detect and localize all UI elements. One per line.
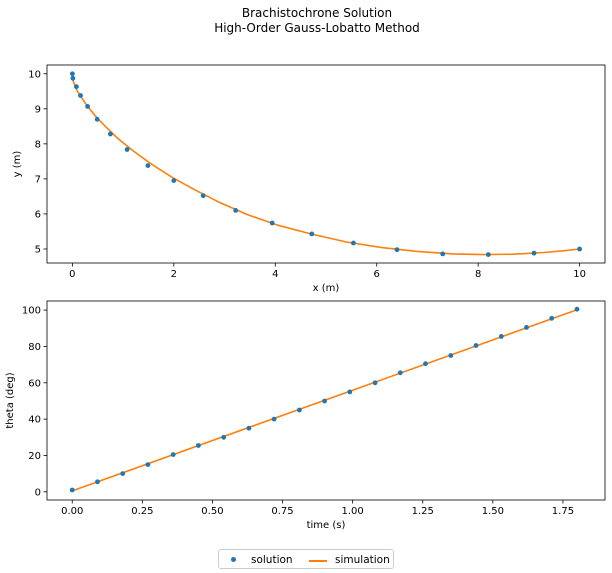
solution-point bbox=[120, 471, 126, 476]
x-tick-label: 1.25 bbox=[412, 506, 434, 517]
solution-point bbox=[78, 93, 83, 98]
solution-point bbox=[271, 416, 277, 422]
axes-frame bbox=[46, 64, 606, 264]
x-tick-label: 10 bbox=[573, 269, 586, 280]
x-tick-label: 0.75 bbox=[271, 506, 293, 517]
y-tick-label: 100 bbox=[22, 306, 41, 317]
solution-point bbox=[70, 71, 75, 77]
solution-point bbox=[524, 325, 529, 330]
solution-point bbox=[577, 246, 582, 252]
y-tick-label: 7 bbox=[35, 174, 41, 185]
theta-plot: 0.00 0.25 0.50 0.75 1.00 1.25 1.50 1.75 0 20 40 60 8… bbox=[5, 300, 606, 531]
solution-point bbox=[347, 389, 353, 395]
x-tick-label: 0 bbox=[69, 269, 75, 280]
x-tick-label: 1.75 bbox=[552, 506, 574, 517]
solution-point bbox=[108, 131, 113, 137]
solution-point bbox=[233, 208, 239, 213]
x-tick-label: 1.50 bbox=[482, 506, 504, 517]
y-tick-label: 20 bbox=[28, 451, 41, 462]
solution-point bbox=[440, 251, 446, 257]
figure-title-line-2: High-Order Gauss-Lobatto Method bbox=[214, 21, 420, 35]
solution-marker-icon bbox=[231, 557, 236, 562]
x-axis-label: time (s) bbox=[307, 520, 346, 531]
legend-label-simulation: simulation bbox=[335, 554, 390, 566]
y-tick-label: 10 bbox=[28, 69, 41, 80]
solution-point bbox=[394, 247, 400, 253]
solution-point bbox=[145, 163, 151, 169]
solution-point bbox=[485, 252, 491, 257]
x-tick-label: 0.00 bbox=[61, 506, 83, 517]
y-tick-label: 8 bbox=[35, 139, 41, 150]
x-tick-label: 8 bbox=[475, 269, 481, 280]
y-tick-label: 40 bbox=[28, 415, 41, 426]
x-tick-label: 0.50 bbox=[201, 506, 223, 517]
x-axis-label: x (m) bbox=[313, 283, 340, 294]
solution-point bbox=[372, 380, 378, 386]
solution-point bbox=[124, 147, 130, 152]
y-tick-label: 80 bbox=[28, 342, 41, 353]
y-axis-label: y (m) bbox=[12, 151, 23, 178]
solution-point bbox=[309, 231, 315, 237]
x-tick-label: 0.25 bbox=[131, 506, 153, 517]
y-tick-label: 60 bbox=[28, 378, 41, 389]
solution-point bbox=[531, 250, 537, 256]
solution-point bbox=[69, 487, 75, 493]
solution-point bbox=[397, 370, 403, 376]
solution-point bbox=[574, 306, 580, 312]
solution-point bbox=[351, 240, 356, 246]
solution-point bbox=[246, 425, 252, 431]
simulation-line-icon bbox=[309, 559, 327, 562]
figure-title: Brachistochrone Solution High-Order Gaus… bbox=[0, 6, 612, 36]
y-axis-label: theta (deg) bbox=[5, 372, 16, 428]
y-tick-label: 0 bbox=[35, 487, 41, 498]
solution-point bbox=[498, 334, 504, 339]
x-tick-label: 6 bbox=[374, 269, 380, 280]
solution-point bbox=[448, 353, 454, 358]
y-tick-label: 6 bbox=[35, 209, 41, 220]
solution-point bbox=[221, 434, 227, 440]
solution-point bbox=[95, 479, 100, 485]
x-tick-label: 1.00 bbox=[342, 506, 364, 517]
solution-point bbox=[200, 193, 206, 199]
solution-point bbox=[549, 315, 555, 321]
x-tick-label: 4 bbox=[272, 269, 278, 280]
solution-point bbox=[74, 84, 79, 90]
figure-title-line-1: Brachistochrone Solution bbox=[241, 6, 393, 20]
x-tick-label: 2 bbox=[171, 269, 177, 280]
solution-point bbox=[297, 407, 302, 413]
position-plot: 0 2 4 6 8 10 5 6 7 8 9 10 x (m) y (m) bbox=[12, 64, 606, 294]
legend-item-simulation: simulation bbox=[307, 552, 393, 568]
solution-point bbox=[423, 361, 428, 367]
solution-point bbox=[94, 116, 100, 122]
solution-point bbox=[70, 75, 76, 81]
legend-item-solution: solution bbox=[227, 552, 307, 568]
y-tick-label: 9 bbox=[35, 104, 41, 115]
solution-point bbox=[85, 104, 90, 109]
solution-point bbox=[196, 443, 201, 448]
solution-point bbox=[473, 343, 479, 348]
y-tick-label: 5 bbox=[35, 244, 41, 255]
axes-frame bbox=[46, 300, 606, 501]
legend-label-solution: solution bbox=[251, 554, 293, 566]
solution-point bbox=[269, 220, 275, 226]
legend: solution simulation bbox=[218, 549, 394, 569]
solution-point bbox=[171, 178, 177, 184]
solution-point bbox=[145, 462, 151, 467]
solution-point bbox=[170, 452, 176, 457]
solution-point bbox=[322, 398, 327, 404]
simulation-line bbox=[71, 73, 580, 256]
